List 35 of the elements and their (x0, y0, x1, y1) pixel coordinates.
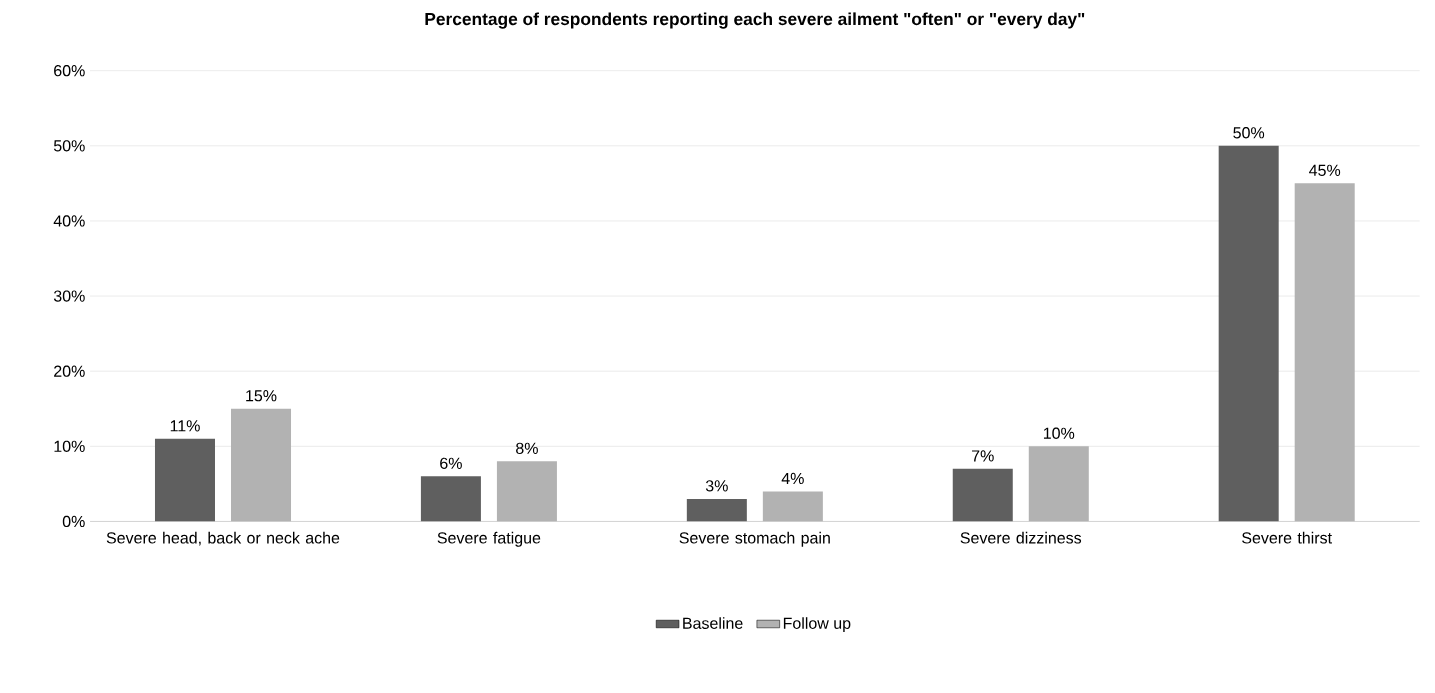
y-tick-label: 60% (54, 64, 85, 77)
x-tick-label: Severe head, back or neck ache (106, 531, 340, 546)
data-label: 11% (170, 419, 200, 432)
x-tick-label: Severe fatigue (437, 531, 541, 547)
bar (952, 468, 1013, 522)
y-tick-label: 30% (53, 290, 85, 302)
bar (420, 476, 481, 522)
data-label: 45% (1309, 164, 1341, 176)
data-label: 6% (440, 457, 462, 469)
data-label: 15% (246, 389, 277, 402)
x-tick-label: Severe stomach pain (679, 531, 830, 547)
y-tick-label: 20% (54, 365, 85, 377)
bar (762, 491, 823, 522)
x-tick-label: Severe dizziness (960, 531, 1082, 544)
bar (154, 438, 215, 522)
y-tick-label: 10% (54, 440, 85, 452)
data-label: 50% (1233, 126, 1265, 139)
y-tick-label: 0% (62, 515, 85, 527)
x-tick-label: Severe thirst (1242, 531, 1332, 544)
y-tick-label: 40% (53, 215, 85, 227)
data-label: 8% (516, 442, 538, 454)
data-label: 7% (972, 450, 994, 462)
chart-title: Percentage of respondents reporting each severe ailment "often" or "every day" (425, 12, 1085, 29)
bar (1028, 446, 1089, 522)
bar (496, 461, 557, 522)
data-label: 10% (1043, 427, 1075, 439)
legend-label: Baseline (683, 616, 743, 629)
legend-label: Follow up (783, 616, 851, 632)
y-tick-label: 50% (53, 139, 85, 152)
data-label: 4% (781, 472, 804, 484)
data-label: 3% (705, 479, 728, 492)
bar (1294, 183, 1355, 522)
bar (686, 498, 747, 522)
bar (231, 408, 292, 522)
bar (1218, 145, 1279, 522)
